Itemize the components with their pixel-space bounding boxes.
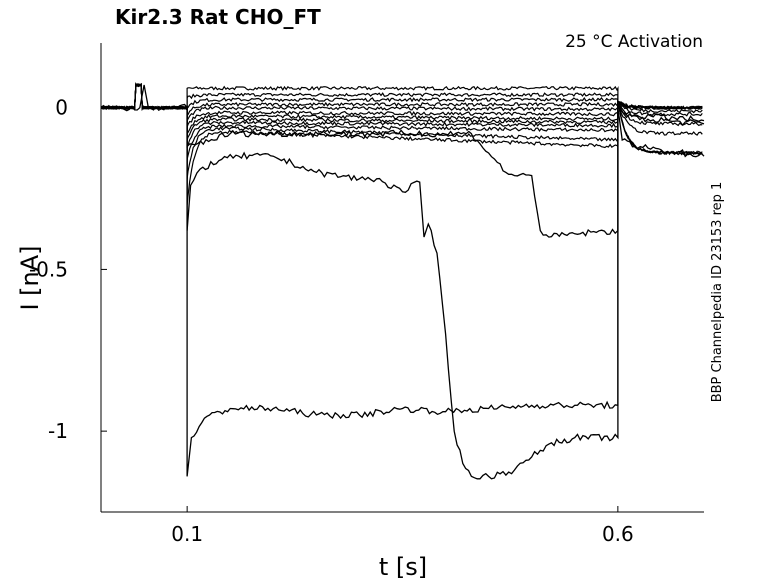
y-tick-label: 0	[55, 96, 68, 120]
y-axis-label: I [nA]	[16, 245, 44, 310]
x-tick-label: 0.1	[171, 522, 203, 546]
source-id-label: BBP Channelpedia ID 23153 rep 1	[710, 182, 725, 403]
traces	[100, 81, 705, 480]
y-tick-label: -0.5	[29, 257, 68, 281]
x-tick-label: 0.6	[602, 522, 634, 546]
y-tick-label: -1	[48, 419, 68, 443]
chart-subtitle: 25 °C Activation	[565, 32, 703, 52]
axes	[100, 43, 704, 513]
trace-line	[100, 84, 705, 480]
trace-line	[100, 82, 703, 205]
tick-labels: 0.1 0.6 0 -0.5 -1	[29, 96, 634, 546]
x-axis-label: t [s]	[379, 553, 427, 581]
trace-line	[100, 83, 703, 179]
trace-line	[186, 105, 705, 238]
chart-title: Kir2.3 Rat CHO_FT	[115, 5, 321, 29]
trace-line	[186, 106, 705, 477]
